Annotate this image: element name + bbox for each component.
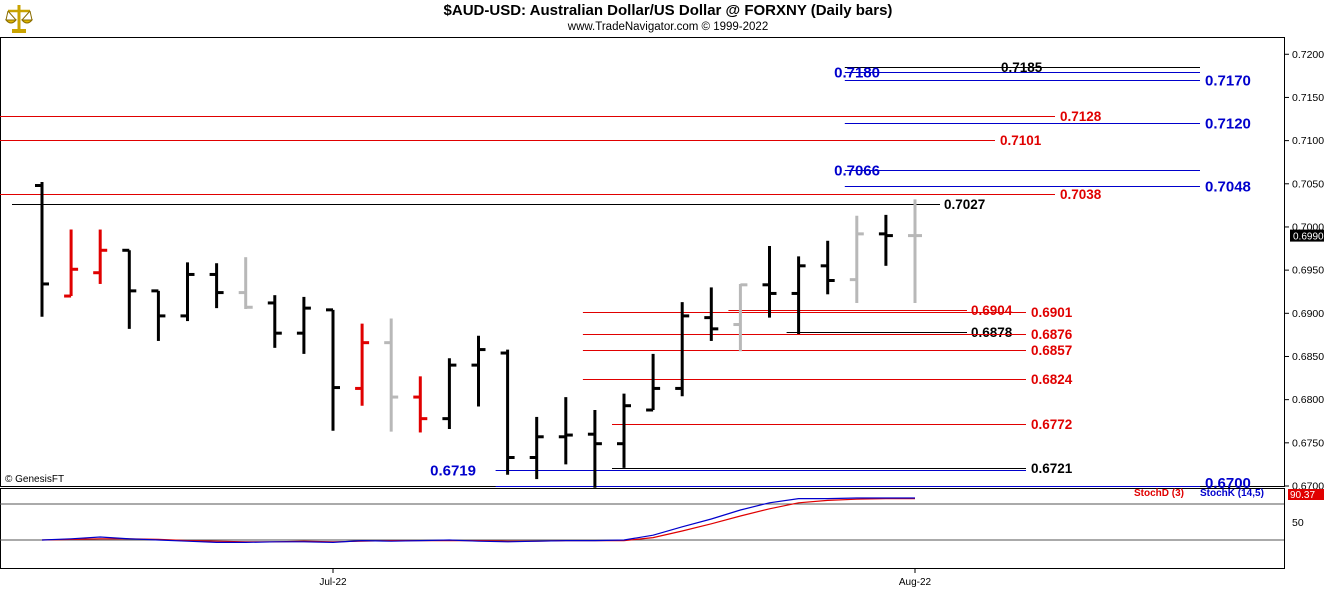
- ohlc-bar: [733, 283, 748, 352]
- level-label: 0.7038: [1060, 187, 1102, 202]
- ohlc-bar: [849, 215, 864, 303]
- level-label: 0.6857: [1031, 343, 1072, 358]
- ohlc-bar: [617, 393, 631, 468]
- ohlc-bar: [908, 199, 922, 303]
- ohlc-bar: [326, 308, 340, 431]
- x-tick-label: Jul-22: [319, 577, 347, 588]
- stoch-y-tick-label: 50: [1292, 517, 1304, 529]
- y-tick-label: 0.6850: [1292, 351, 1324, 363]
- level-label: 0.6901: [1031, 305, 1073, 320]
- chart-header: $AUD-USD: Australian Dollar/US Dollar @ …: [0, 0, 1336, 36]
- stochk-legend: StochK (14,5): [1200, 488, 1264, 499]
- ohlc-bar: [355, 323, 370, 406]
- ohlc-bar: [587, 410, 602, 488]
- ohlc-bar: [64, 229, 79, 298]
- watermark-label: © GenesisFT: [5, 474, 65, 485]
- ohlc-bar: [413, 376, 428, 433]
- chart-title: $AUD-USD: Australian Dollar/US Dollar @ …: [443, 2, 893, 19]
- ohlc-bar: [93, 229, 108, 284]
- last-price-label: 0.6990: [1293, 232, 1324, 243]
- ohlc-bar: [820, 240, 835, 295]
- ohlc-bar: [180, 262, 195, 322]
- level-label: 0.6824: [1031, 372, 1073, 387]
- stoch-last-label: 90.37: [1290, 490, 1315, 501]
- stoch-series-line: [41, 497, 915, 544]
- y-tick-label: 0.6950: [1292, 265, 1324, 277]
- y-tick-label: 0.7200: [1292, 49, 1324, 61]
- x-tick-label: Aug-22: [899, 577, 932, 588]
- ohlc-bar: [675, 302, 690, 397]
- ohlc-bar: [238, 257, 253, 309]
- y-tick-label: 0.7050: [1292, 178, 1324, 190]
- stoch-series-line: [41, 498, 915, 543]
- level-label: 0.7185: [1001, 60, 1043, 75]
- scales-logo-icon: [4, 2, 34, 34]
- level-label: 0.7101: [1000, 133, 1042, 148]
- stoch-last-marker: [1288, 489, 1324, 500]
- ohlc-bar: [35, 182, 49, 317]
- ohlc-bar: [791, 256, 806, 335]
- level-label: 0.6719: [430, 463, 476, 480]
- ohlc-bar: [267, 295, 282, 348]
- ohlc-bar: [209, 263, 224, 309]
- level-label: 0.7180: [834, 65, 880, 82]
- ohlc-bar: [878, 214, 893, 266]
- stoch-pane-frame: [0, 488, 1285, 569]
- level-label: 0.6878: [971, 325, 1013, 340]
- ohlc-bar: [500, 349, 515, 475]
- ohlc-bar: [529, 416, 544, 480]
- y-tick-label: 0.6800: [1292, 394, 1324, 406]
- level-label: 0.6772: [1031, 417, 1072, 432]
- y-tick-label: 0.6900: [1292, 308, 1324, 320]
- level-label: 0.7048: [1205, 179, 1251, 196]
- ohlc-bar: [384, 318, 399, 432]
- ohlc-bar: [646, 353, 661, 412]
- level-label: 0.7170: [1205, 73, 1251, 90]
- last-price-marker: [1290, 229, 1324, 242]
- price-pane-frame: [0, 37, 1285, 487]
- chart-subtitle: www.TradeNavigator.com © 1999-2022: [567, 21, 769, 33]
- level-label: 0.7066: [834, 163, 880, 180]
- level-label: 0.7027: [944, 197, 985, 212]
- ohlc-bar: [471, 335, 486, 407]
- level-label: 0.6876: [1031, 327, 1073, 342]
- y-tick-label: 0.6750: [1292, 437, 1324, 449]
- level-label: 0.7120: [1205, 116, 1251, 133]
- y-tick-label: 0.7150: [1292, 92, 1324, 104]
- level-label: 0.6700: [1205, 475, 1251, 492]
- ohlc-bar: [558, 397, 573, 465]
- stochd-legend: StochD (3): [1134, 488, 1184, 499]
- ohlc-bar: [151, 289, 166, 341]
- ohlc-bar: [442, 358, 457, 430]
- level-label: 0.6904: [971, 303, 1013, 318]
- y-tick-label: 0.7100: [1292, 135, 1324, 147]
- ohlc-bar: [704, 287, 719, 341]
- ohlc-bar: [296, 296, 311, 354]
- ohlc-bar: [762, 245, 777, 318]
- level-label: 0.7128: [1060, 109, 1102, 124]
- level-label: 0.6721: [1031, 461, 1073, 476]
- ohlc-bar: [122, 248, 137, 329]
